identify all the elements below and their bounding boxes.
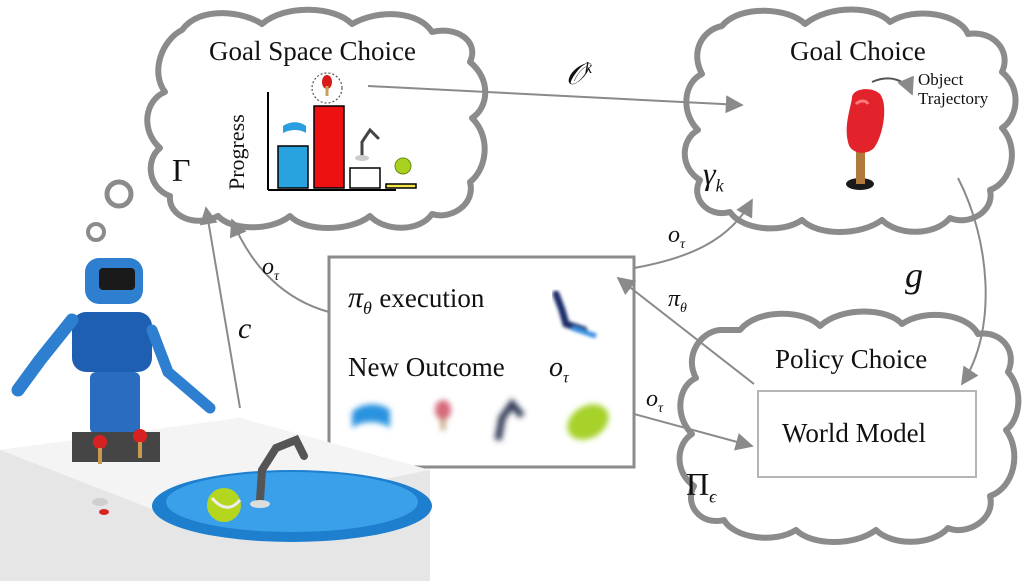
gamma-symbol: Γ bbox=[172, 152, 191, 188]
o-tau-label-bottom-right: oτ bbox=[646, 386, 664, 416]
joystick-trajectory-image bbox=[846, 75, 914, 190]
world-model-box bbox=[757, 390, 977, 478]
thought-bubble-large bbox=[104, 179, 134, 209]
world-model-label: World Model bbox=[782, 418, 927, 448]
chart-ylabel: Progress bbox=[224, 114, 249, 190]
pi-theta-label: πθ bbox=[668, 286, 687, 316]
arrow-c bbox=[199, 206, 241, 409]
robot-arm-icon bbox=[355, 127, 380, 161]
outcome-symbol: oτ bbox=[549, 352, 569, 387]
arm-icon bbox=[283, 122, 306, 133]
pi-epsilon-symbol: Πϵ bbox=[686, 466, 717, 507]
trajectory-arrow bbox=[871, 75, 914, 96]
execution-line: πθ execution bbox=[348, 281, 485, 318]
g-label: g bbox=[905, 255, 923, 295]
progress-chart bbox=[267, 72, 417, 191]
outcome-robot-arm-thumb bbox=[494, 398, 525, 441]
gamma-k-symbol: γk bbox=[703, 155, 724, 196]
robot-scene-image bbox=[0, 258, 432, 581]
o-k-label: 𝒪k bbox=[566, 58, 593, 91]
bar-arm bbox=[277, 145, 309, 189]
object-trajectory-label: Object Trajectory bbox=[918, 70, 989, 108]
outcome-arm-thumb bbox=[352, 404, 390, 428]
arrow-box-to-goal-choice bbox=[633, 198, 753, 269]
arrow-box-to-goal-space bbox=[229, 218, 330, 313]
arrow-g bbox=[957, 177, 987, 386]
execution-arm-thumb bbox=[552, 290, 597, 339]
o-tau-label-top-right: oτ bbox=[668, 222, 686, 252]
o-tau-label-left: oτ bbox=[262, 254, 280, 284]
arrow-to-goal-choice bbox=[367, 85, 744, 114]
joystick-icon bbox=[311, 72, 343, 104]
ball-icon bbox=[394, 157, 412, 175]
goal-choice-title: Goal Choice bbox=[790, 36, 926, 66]
outcome-ball-thumb bbox=[567, 404, 609, 440]
outcome-joystick-thumb bbox=[435, 400, 451, 430]
bar-ball bbox=[385, 183, 417, 189]
arrow-box-to-world-model bbox=[633, 413, 754, 451]
new-outcome-label: New Outcome bbox=[348, 352, 505, 382]
policy-choice-title: Policy Choice bbox=[775, 344, 928, 374]
bar-robot-arm bbox=[349, 167, 381, 189]
goal-space-title: Goal Space Choice bbox=[209, 36, 416, 66]
thought-bubble-small bbox=[86, 222, 106, 242]
arrow-pi-theta bbox=[616, 276, 755, 385]
c-label: c bbox=[238, 312, 252, 345]
bar-joystick bbox=[313, 105, 345, 189]
outcome-thumbnails bbox=[352, 398, 609, 441]
